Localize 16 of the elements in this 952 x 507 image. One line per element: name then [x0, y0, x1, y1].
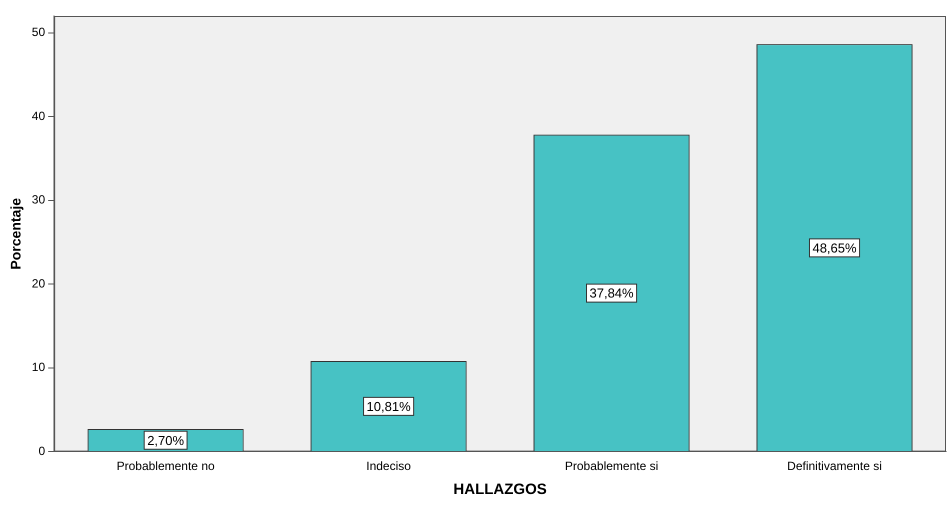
y-tick-label: 20 [32, 276, 46, 290]
x-axis-title: HALLAZGOS [453, 481, 547, 498]
x-tick-label: Probablemente no [116, 459, 215, 474]
y-tick-label: 0 [38, 444, 46, 458]
data-label: 10,81% [366, 398, 412, 414]
y-axis-title: Porcentaje [7, 198, 24, 270]
y-tick-label: 30 [32, 192, 46, 207]
y-tick-label: 40 [32, 108, 46, 123]
x-tick-label: Definitivamente si [787, 459, 882, 474]
x-tick-label: Probablemente si [564, 459, 658, 474]
x-tick-label: Indeciso [366, 459, 412, 474]
data-label: 2,70% [147, 432, 184, 448]
data-label: 37,84% [590, 286, 634, 301]
data-label: 48,65% [812, 240, 858, 256]
y-tick-label: 50 [32, 25, 46, 40]
y-tick-label: 10 [32, 360, 46, 374]
